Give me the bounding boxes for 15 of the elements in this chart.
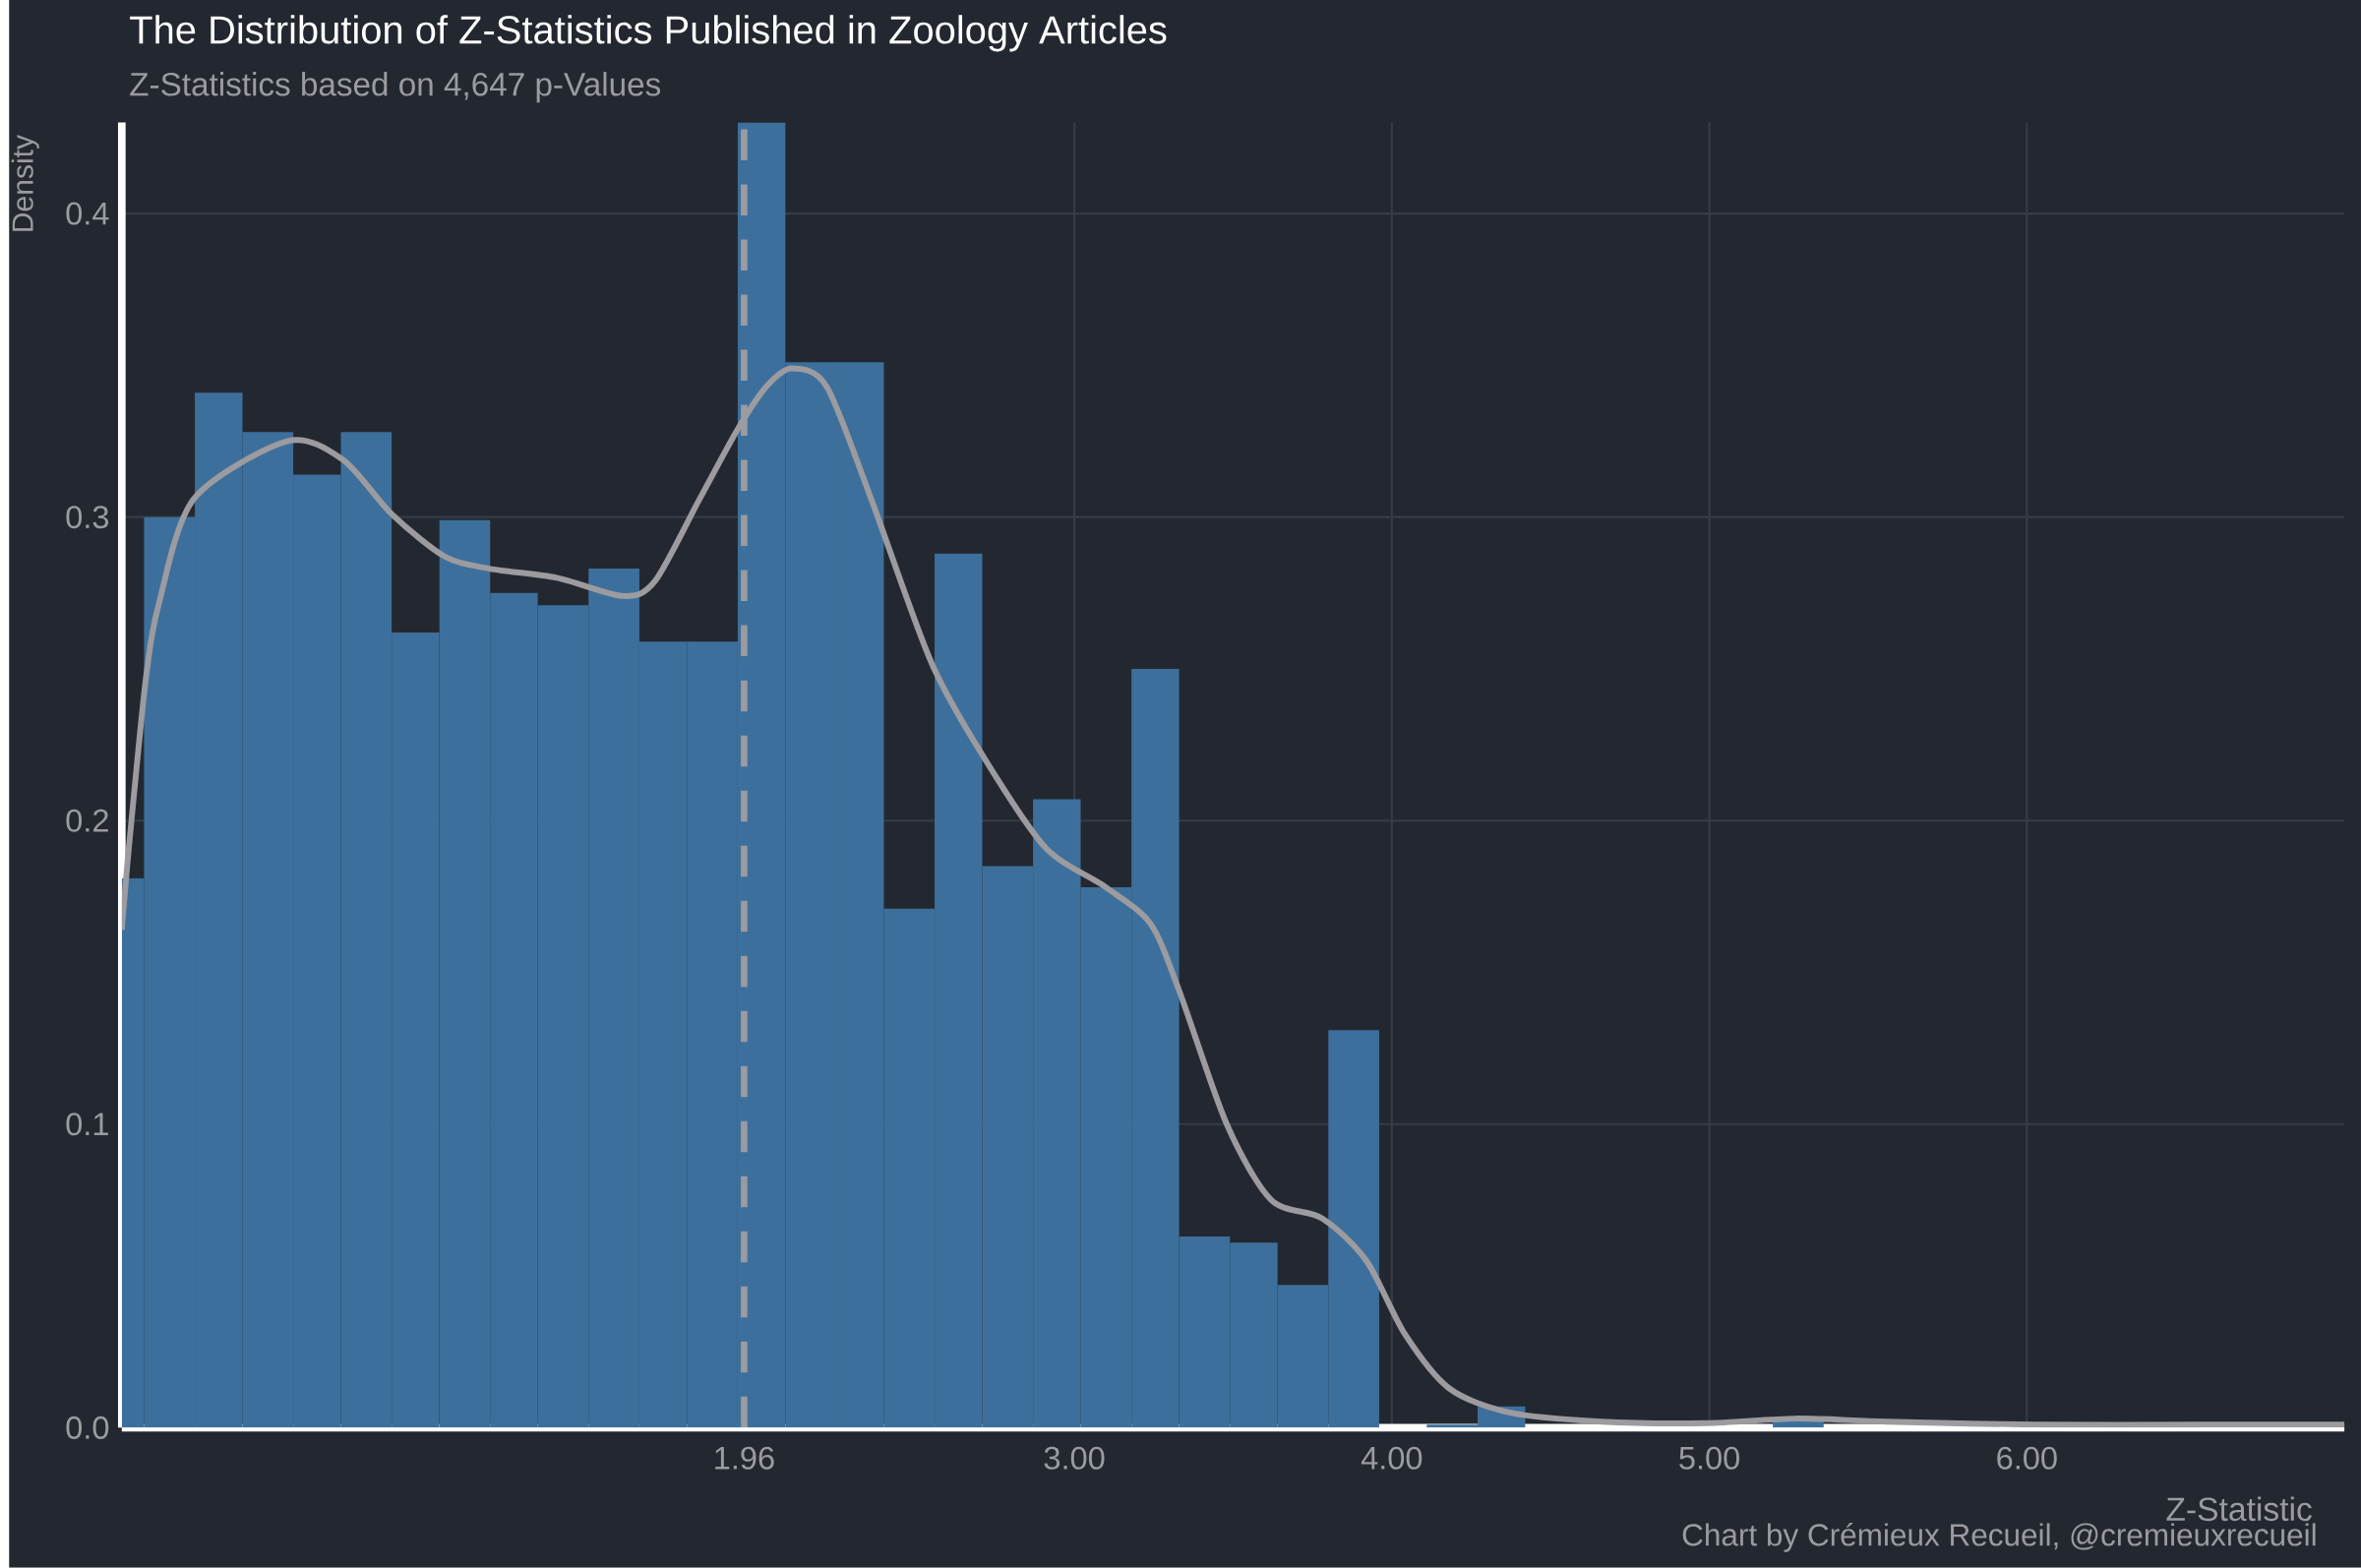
x-tick-label: 4.00 xyxy=(1361,1446,1423,1470)
y-tick-label: 0.1 xyxy=(66,1113,108,1136)
x-tick-label: 5.00 xyxy=(1679,1446,1740,1470)
x-tick-label: 6.00 xyxy=(1997,1446,2057,1470)
chart-title: The Distribution of Z-Statistics Published in Zoology Articles xyxy=(130,15,1167,52)
y-axis-title: Density xyxy=(11,135,39,231)
text: Chart by Crémieux Recueil, @cremieuxrecueil xyxy=(1682,1523,2316,1552)
x-axis-title: Z-Statistic xyxy=(2166,1496,2312,1522)
x-tick-label: 3.00 xyxy=(1044,1446,1105,1470)
y-tick-label: 0.4 xyxy=(66,202,109,225)
y-tick-label: 0.0 xyxy=(66,1416,109,1439)
x-tick-label: 1.96 xyxy=(715,1446,774,1470)
y-tick-label: 0.3 xyxy=(66,506,109,529)
y-tick-label: 0.2 xyxy=(66,809,108,832)
chart-subtitle: Z-Statistics based on 4,647 p-Values xyxy=(130,72,661,103)
